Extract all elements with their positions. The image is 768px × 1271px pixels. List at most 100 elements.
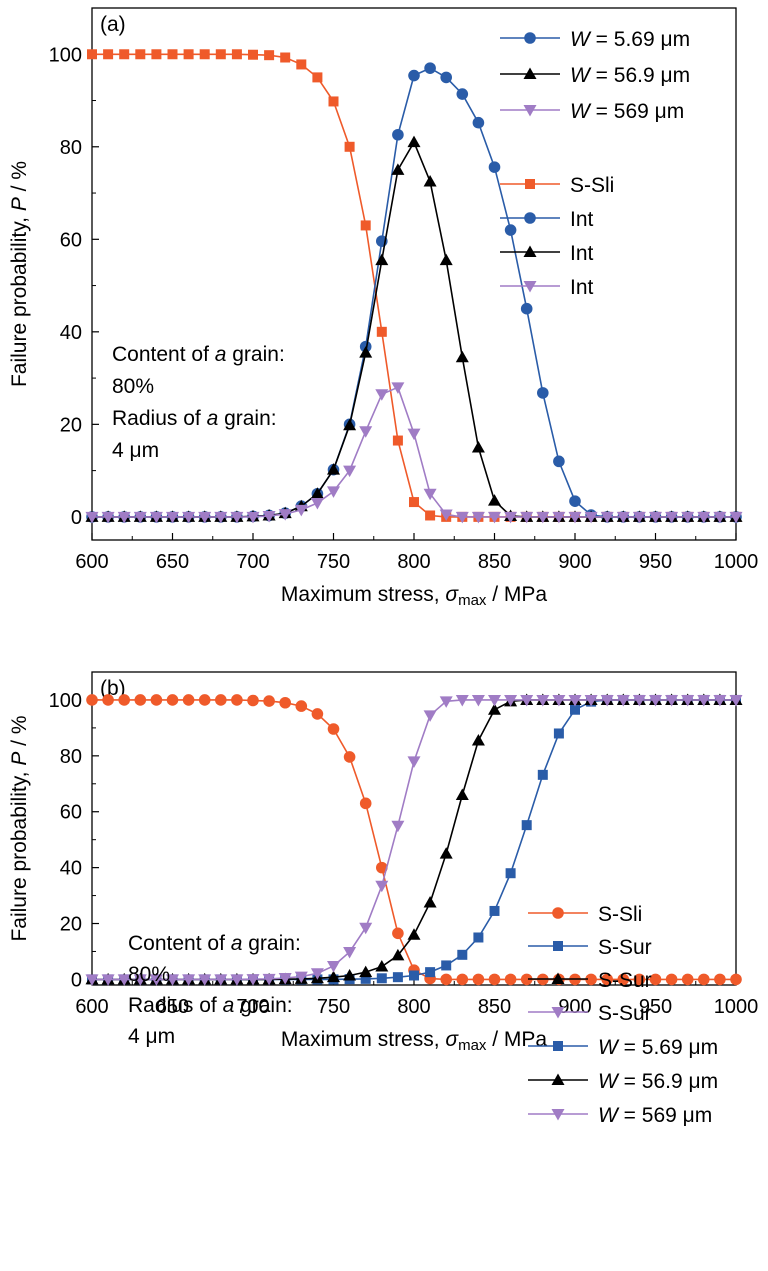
x-tick-label: 850 xyxy=(478,551,511,573)
data-point xyxy=(489,905,500,916)
legend-label: Int xyxy=(570,208,594,231)
data-point xyxy=(649,694,662,707)
annotation-line: Radius of a grain: xyxy=(128,994,293,1017)
data-point xyxy=(424,62,436,74)
data-point xyxy=(248,49,258,60)
data-point xyxy=(85,511,99,524)
data-point xyxy=(230,974,244,986)
data-point xyxy=(729,511,743,524)
data-point xyxy=(569,495,581,507)
legend-label: Int xyxy=(570,242,594,265)
data-point xyxy=(423,896,437,908)
data-point xyxy=(471,733,485,746)
data-point xyxy=(214,511,228,524)
data-point xyxy=(392,435,403,446)
y-axis-title: Failure probability, P / % xyxy=(8,161,31,387)
data-point xyxy=(279,696,292,709)
data-point xyxy=(601,973,613,986)
y-tick-label: 80 xyxy=(60,746,82,768)
data-point xyxy=(425,510,436,521)
data-point xyxy=(520,694,534,707)
series-int-2 xyxy=(85,135,743,522)
legend-label: W = 569 μm xyxy=(598,1104,712,1127)
data-point xyxy=(327,463,340,475)
data-point xyxy=(328,96,339,107)
data-point xyxy=(488,973,501,986)
data-point xyxy=(231,49,242,60)
data-point xyxy=(471,694,485,707)
data-point xyxy=(568,511,582,524)
data-point xyxy=(392,972,403,983)
data-point xyxy=(391,163,405,175)
data-point xyxy=(182,511,196,524)
y-tick-label: 100 xyxy=(49,44,82,66)
series-line xyxy=(92,67,736,518)
data-point xyxy=(391,948,405,961)
x-tick-label: 800 xyxy=(397,551,430,573)
data-point xyxy=(730,973,742,986)
legend-marker xyxy=(553,1041,563,1051)
data-point xyxy=(600,694,614,707)
annotation-line: 80% xyxy=(112,375,154,398)
data-point xyxy=(117,974,131,986)
data-point xyxy=(457,949,468,960)
data-point xyxy=(504,973,517,986)
data-point xyxy=(392,927,404,940)
x-tick-label: 650 xyxy=(156,551,189,573)
data-point xyxy=(456,973,469,986)
data-point xyxy=(536,511,550,524)
legend-marker xyxy=(523,67,537,79)
data-point xyxy=(681,511,695,524)
data-point xyxy=(632,694,646,707)
data-point xyxy=(392,128,404,141)
data-point xyxy=(681,694,695,707)
x-tick-label: 600 xyxy=(75,551,108,573)
x-tick-label: 750 xyxy=(317,996,350,1018)
legend-marker xyxy=(523,245,537,257)
y-tick-label: 0 xyxy=(71,507,82,529)
data-point xyxy=(101,974,115,986)
data-point xyxy=(263,695,275,707)
data-point xyxy=(455,694,469,707)
data-point xyxy=(310,497,324,510)
data-point xyxy=(294,971,308,984)
data-point xyxy=(570,704,580,715)
data-point xyxy=(600,511,614,524)
series-int-1 xyxy=(86,62,742,523)
data-point xyxy=(505,868,516,879)
data-point xyxy=(471,440,485,453)
data-point xyxy=(278,509,292,521)
data-point xyxy=(552,511,566,524)
data-point xyxy=(681,973,694,986)
data-point xyxy=(103,49,114,60)
data-point xyxy=(246,511,260,524)
data-point xyxy=(391,820,405,833)
data-point xyxy=(376,973,387,984)
data-point xyxy=(327,486,340,498)
data-point xyxy=(665,511,679,524)
data-point xyxy=(262,973,276,986)
annotation-line: Radius of a grain: xyxy=(112,407,277,430)
legend: W = 5.69 μm W = 56.9 μm W = 569 μm S-Sli Int… xyxy=(500,28,690,299)
legend-label: S-Sur xyxy=(598,969,652,992)
data-point xyxy=(584,694,598,707)
data-point xyxy=(278,973,292,985)
data-point xyxy=(375,960,389,972)
series-int-3 xyxy=(85,382,743,524)
data-point xyxy=(472,973,485,986)
data-point xyxy=(215,49,226,60)
legend-label: W = 56.9 μm xyxy=(570,64,690,87)
legend-marker xyxy=(551,1007,565,1019)
y-tick-label: 60 xyxy=(60,802,82,824)
data-point xyxy=(343,947,357,959)
data-point xyxy=(117,511,131,524)
data-point xyxy=(295,700,308,712)
data-point xyxy=(359,426,373,438)
legend-marker xyxy=(551,1073,565,1085)
legend-label: Int xyxy=(570,276,594,299)
data-point xyxy=(246,974,260,986)
data-point xyxy=(488,161,501,173)
data-point xyxy=(439,253,453,266)
data-point xyxy=(183,49,194,60)
data-point xyxy=(471,511,485,524)
